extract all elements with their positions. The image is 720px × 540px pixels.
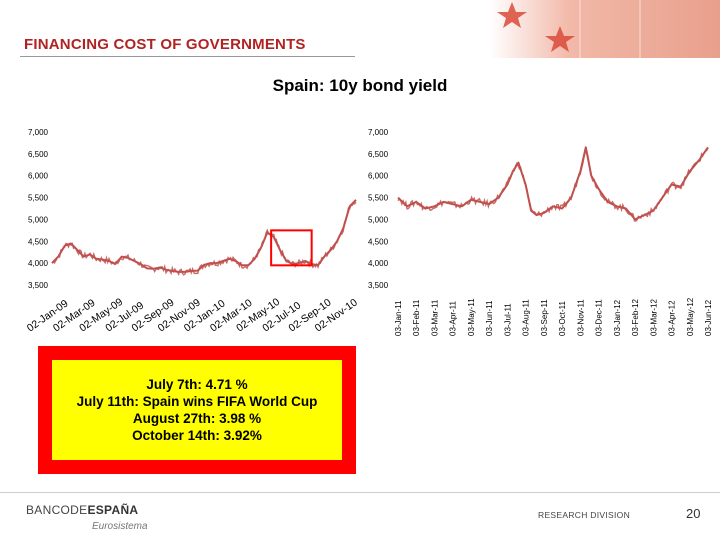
x-tick-label: 03-Sep-11: [540, 299, 549, 336]
y-tick-label: 5,500: [368, 194, 389, 203]
x-tick-label: 03-Aug-11: [522, 299, 531, 336]
y-tick-label: 7,000: [28, 128, 49, 137]
note-line: July 7th: 4.71 %: [146, 377, 248, 392]
y-tick-label: 6,000: [368, 172, 389, 181]
x-tick-label: 03-Oct-11: [558, 300, 567, 336]
y-tick-label: 3,500: [28, 281, 49, 290]
series-line: [397, 146, 709, 221]
x-tick-label: 03-Jan-11: [394, 300, 403, 336]
y-tick-label: 4,000: [28, 259, 49, 268]
x-tick-label: 03-Jun-12: [704, 299, 713, 336]
y-tick-label: 6,500: [28, 150, 49, 159]
series-line-detail: [51, 201, 357, 276]
x-tick-label: 03-Feb-11: [412, 299, 421, 336]
x-tick-label: 03-Dec-11: [595, 299, 604, 336]
y-tick-label: 5,000: [368, 215, 389, 224]
x-tick-label: 03-May-11: [467, 298, 476, 336]
y-tick-label: 5,000: [28, 215, 49, 224]
flag-decoration: [490, 0, 720, 58]
y-tick-label: 4,500: [368, 237, 389, 246]
x-tick-label: 03-Jan-12: [613, 299, 622, 336]
y-tick-label: 4,000: [368, 259, 389, 268]
logo-main: BANCODE: [26, 503, 88, 517]
footer-divider: [0, 492, 720, 493]
star-icon: [545, 26, 575, 52]
x-tick-label: 03-Feb-12: [631, 299, 640, 336]
note-line: August 27th: 3.98 %: [132, 411, 262, 426]
y-tick-label: 5,500: [28, 194, 49, 203]
y-tick-label: 6,000: [28, 172, 49, 181]
header-banner: [0, 0, 720, 62]
x-tick-label: 03-May-12: [686, 297, 695, 336]
note-inner: July 7th: 4.71 % July 11th: Spain wins F…: [52, 360, 342, 460]
x-tick-label: 03-Mar-12: [649, 299, 658, 336]
note-line: October 14th: 3.92%: [132, 428, 262, 443]
x-tick-label: 03-Jul-11: [503, 303, 512, 336]
y-tick-label: 4,500: [28, 237, 49, 246]
series-line-detail: [397, 147, 709, 222]
x-tick-label: 03-Mar-11: [430, 299, 439, 336]
note-box: July 7th: 4.71 % July 11th: Spain wins F…: [38, 346, 356, 474]
y-tick-label: 7,000: [368, 128, 389, 137]
highlight-box: [270, 229, 313, 267]
logo-bold: ESPAÑA: [87, 503, 139, 517]
x-tick-label: 03-Nov-11: [576, 299, 585, 336]
y-tick-label: 3,500: [368, 281, 389, 290]
title-divider: [20, 56, 355, 57]
x-tick-label: 03-Apr-11: [449, 300, 458, 336]
y-tick-label: 6,500: [368, 150, 389, 159]
logo-subtitle: Eurosistema: [92, 521, 148, 532]
star-icon: [497, 2, 527, 28]
x-tick-label: 03-Apr-12: [668, 300, 677, 336]
bank-logo: BANCODEESPAÑA: [26, 503, 138, 517]
footer-division: RESEARCH DIVISION: [538, 510, 631, 520]
x-tick-label: 03-Jun-11: [485, 300, 494, 336]
chart-title: Spain: 10y bond yield: [272, 76, 448, 95]
slide-title: FINANCING COST OF GOVERNMENTS: [24, 36, 306, 53]
page-number: 20: [686, 506, 701, 521]
note-line: July 11th: Spain wins FIFA World Cup: [76, 394, 318, 409]
